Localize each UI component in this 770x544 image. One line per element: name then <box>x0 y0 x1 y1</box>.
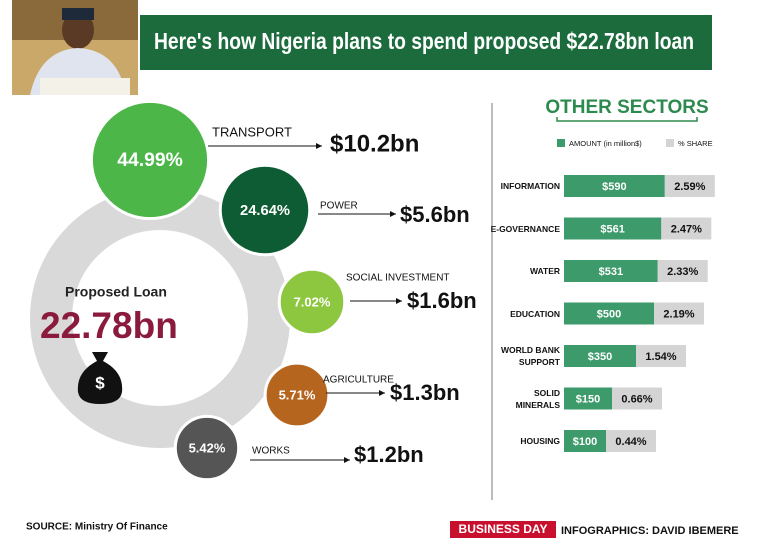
arrow-head <box>316 143 322 149</box>
amount-label: $500 <box>597 308 621 320</box>
sector-bubble <box>173 414 241 482</box>
arrow-head <box>396 298 402 304</box>
share-label: 1.54% <box>645 351 676 363</box>
category-label: WATER <box>529 266 560 276</box>
title: Here's how Nigeria plans to spend propos… <box>154 28 694 54</box>
money-bag: $ <box>77 352 123 404</box>
loan-label: Proposed Loan <box>65 284 167 300</box>
share-label: 0.44% <box>615 436 646 448</box>
arrow-head <box>344 457 350 463</box>
share-label: 2.59% <box>674 181 705 193</box>
share-bar <box>606 430 656 452</box>
sector-name: TRANSPORT <box>212 124 292 139</box>
credit: INFOGRAPHICS: DAVID IBEMERE <box>561 525 739 537</box>
share-label: 2.19% <box>663 308 694 320</box>
amount-bar <box>564 217 662 240</box>
sector-bubble <box>218 163 312 257</box>
amount-bar <box>564 430 606 452</box>
amount-label: $561 <box>600 223 624 235</box>
title-banner <box>140 15 712 70</box>
amount-label: $1.3bn <box>390 380 460 405</box>
brand-box <box>450 521 556 538</box>
sector-bubble <box>277 267 347 337</box>
amount-label: $1.2bn <box>354 442 424 467</box>
category-label: EDUCATION <box>510 308 560 319</box>
share-label: 24.64% <box>240 203 290 219</box>
arrow-head <box>390 211 396 217</box>
section-title: OTHER SECTORS <box>545 97 708 118</box>
category-label: HOUSING <box>520 436 560 446</box>
photo <box>12 0 138 95</box>
share-bar <box>612 387 662 410</box>
legend-label: AMOUNT (in million$) <box>569 139 642 148</box>
amount-label: $150 <box>576 393 600 405</box>
share-bar <box>654 302 704 325</box>
category-label: SOLID MINERALS <box>515 387 560 410</box>
share-label: 0.66% <box>621 393 652 405</box>
share-bar <box>661 217 712 240</box>
brand: BUSINESS DAY <box>459 522 548 536</box>
amount-label: $1.6bn <box>407 288 477 313</box>
amount-bar <box>564 260 658 282</box>
category-label: E-GOVERNANCE <box>490 223 560 234</box>
amount-bar <box>564 387 612 410</box>
share-label: 5.42% <box>189 440 226 455</box>
category-label: INFORMATION <box>500 181 560 191</box>
sector-name: AGRICULTURE <box>323 375 394 386</box>
source: SOURCE: Ministry Of Finance <box>26 522 168 533</box>
sector-name: WORKS <box>252 446 290 457</box>
share-label: 2.47% <box>671 223 702 235</box>
share-label: 44.99% <box>117 150 183 171</box>
svg-text:$: $ <box>95 373 105 392</box>
legend-swatch <box>666 139 674 147</box>
amount-bar <box>564 345 636 367</box>
amount-label: $350 <box>588 351 612 363</box>
legend-swatch <box>557 139 565 147</box>
share-label: 5.71% <box>279 387 316 402</box>
loan-amount: 22.78bn <box>40 305 178 346</box>
legend-label: % SHARE <box>678 139 713 148</box>
sector-bubble <box>263 361 331 429</box>
arrow-head <box>379 390 385 396</box>
amount-bar <box>564 302 654 325</box>
title-underline <box>556 117 698 122</box>
amount-label: $590 <box>602 181 626 193</box>
amount-label: $100 <box>573 436 597 448</box>
share-label: 2.33% <box>667 266 698 278</box>
amount-label: $531 <box>599 266 623 278</box>
sector-bubble <box>89 99 211 221</box>
category-label: WORLD BANK SUPPORT <box>500 345 560 367</box>
share-bar <box>657 260 708 282</box>
sector-name: SOCIAL INVESTMENT <box>346 273 450 284</box>
share-label: 7.02% <box>294 294 331 309</box>
sector-name: POWER <box>320 201 358 212</box>
amount-bar <box>564 175 665 197</box>
share-bar <box>636 345 686 367</box>
amount-label: $10.2bn <box>330 130 419 157</box>
share-bar <box>664 175 715 197</box>
amount-label: $5.6bn <box>400 202 470 227</box>
